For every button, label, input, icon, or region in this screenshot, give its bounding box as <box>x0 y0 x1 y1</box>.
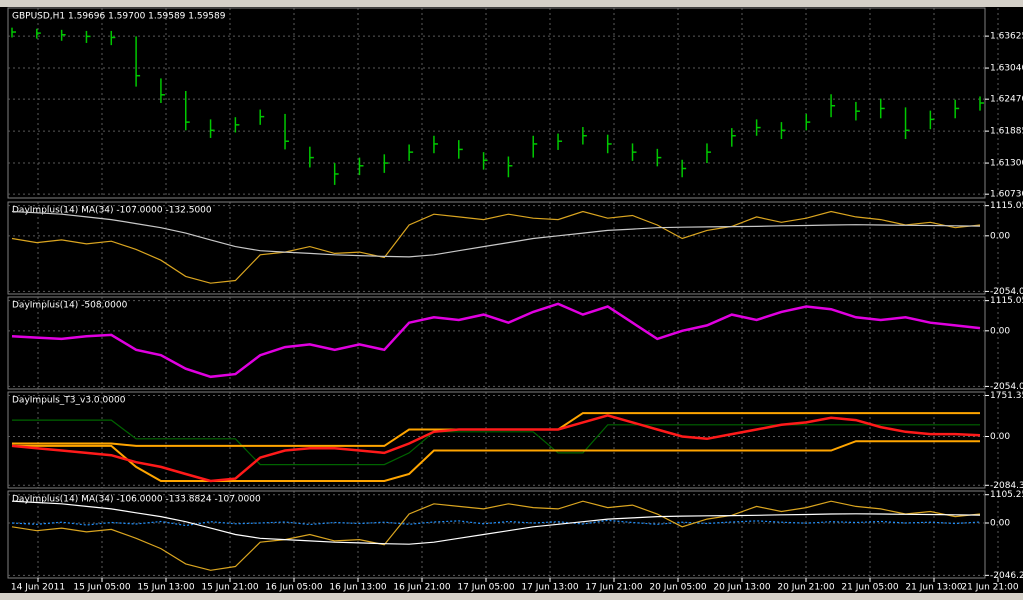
y-tick-label: 0.00 <box>990 432 1010 442</box>
series-line <box>11 414 981 483</box>
series-line <box>12 440 980 482</box>
x-tick-label: 16 Jun 13:00 <box>329 583 386 593</box>
x-tick-label: 21 Jun 05:00 <box>841 583 898 593</box>
x-tick-label: 15 Jun 21:00 <box>201 583 258 593</box>
toolbar <box>0 0 1023 7</box>
series-line <box>11 500 981 545</box>
pane-frame <box>7 391 986 489</box>
status-strip <box>0 593 1023 600</box>
x-tick-label: 21 Jun 21:00 <box>961 583 1018 593</box>
y-tick-label: 1115.05 <box>990 296 1023 306</box>
x-tick-label: 20 Jun 13:00 <box>713 583 770 593</box>
x-tick-label: 15 Jun 13:00 <box>137 583 194 593</box>
pane-frame <box>7 201 986 295</box>
x-tick-label: 20 Jun 21:00 <box>777 583 834 593</box>
series-line <box>11 210 981 284</box>
y-tick-label: 1.63040 <box>990 64 1023 74</box>
x-tick-label: 15 Jun 05:00 <box>73 583 130 593</box>
x-tick-label: 21 Jun 13:00 <box>905 583 962 593</box>
pane-frame <box>7 7 986 199</box>
x-tick-label: 20 Jun 05:00 <box>649 583 706 593</box>
pane-title: DayImplus(14) -508.0000 <box>12 301 128 311</box>
series-line <box>11 210 981 258</box>
y-tick-label: -2054.05 <box>990 287 1023 297</box>
y-tick-label: 1.63625 <box>990 32 1023 42</box>
pane-title: DayImplus(14) MA(34) -107.0000 -132.5000 <box>12 206 212 216</box>
y-tick-label: 1.61885 <box>990 127 1023 137</box>
y-tick-label: 1.60730 <box>990 190 1023 200</box>
pane-title: DayImplus(14) MA(34) -106.0000 -133.8824… <box>12 495 261 505</box>
y-tick-label: 1.61300 <box>990 159 1023 169</box>
y-tick-label: 0.00 <box>990 231 1010 241</box>
y-tick-label: 1105.25 <box>990 490 1023 500</box>
series-line <box>11 519 981 527</box>
y-tick-label: 0.00 <box>990 518 1010 528</box>
y-tick-label: 1751.35 <box>990 391 1023 401</box>
series-line <box>12 419 980 466</box>
x-tick-label: 16 Jun 21:00 <box>393 583 450 593</box>
pane-frame <box>7 296 986 390</box>
series-line <box>11 500 981 571</box>
pane-frame <box>7 490 986 579</box>
x-tick-label: 17 Jun 05:00 <box>457 583 514 593</box>
y-tick-label: -2084.35 <box>990 481 1023 491</box>
y-tick-label: 1115.05 <box>990 201 1023 211</box>
y-tick-label: 0.00 <box>990 326 1010 336</box>
x-tick-label: 17 Jun 13:00 <box>521 583 578 593</box>
x-tick-label: 14 Jun 2011 <box>11 583 65 593</box>
y-tick-label: -2054.05 <box>990 382 1023 392</box>
x-tick-label: 16 Jun 05:00 <box>265 583 322 593</box>
y-tick-label: -2046.25 <box>990 571 1023 581</box>
x-tick-label: 17 Jun 21:00 <box>585 583 642 593</box>
pane-title: GBPUSD,H1 1.59696 1.59700 1.59589 1.5958… <box>12 12 226 22</box>
series-line <box>11 302 981 379</box>
pane-title: DayImpuls_T3_v3.0.0000 <box>12 396 126 406</box>
y-tick-label: 1.62470 <box>990 95 1023 105</box>
